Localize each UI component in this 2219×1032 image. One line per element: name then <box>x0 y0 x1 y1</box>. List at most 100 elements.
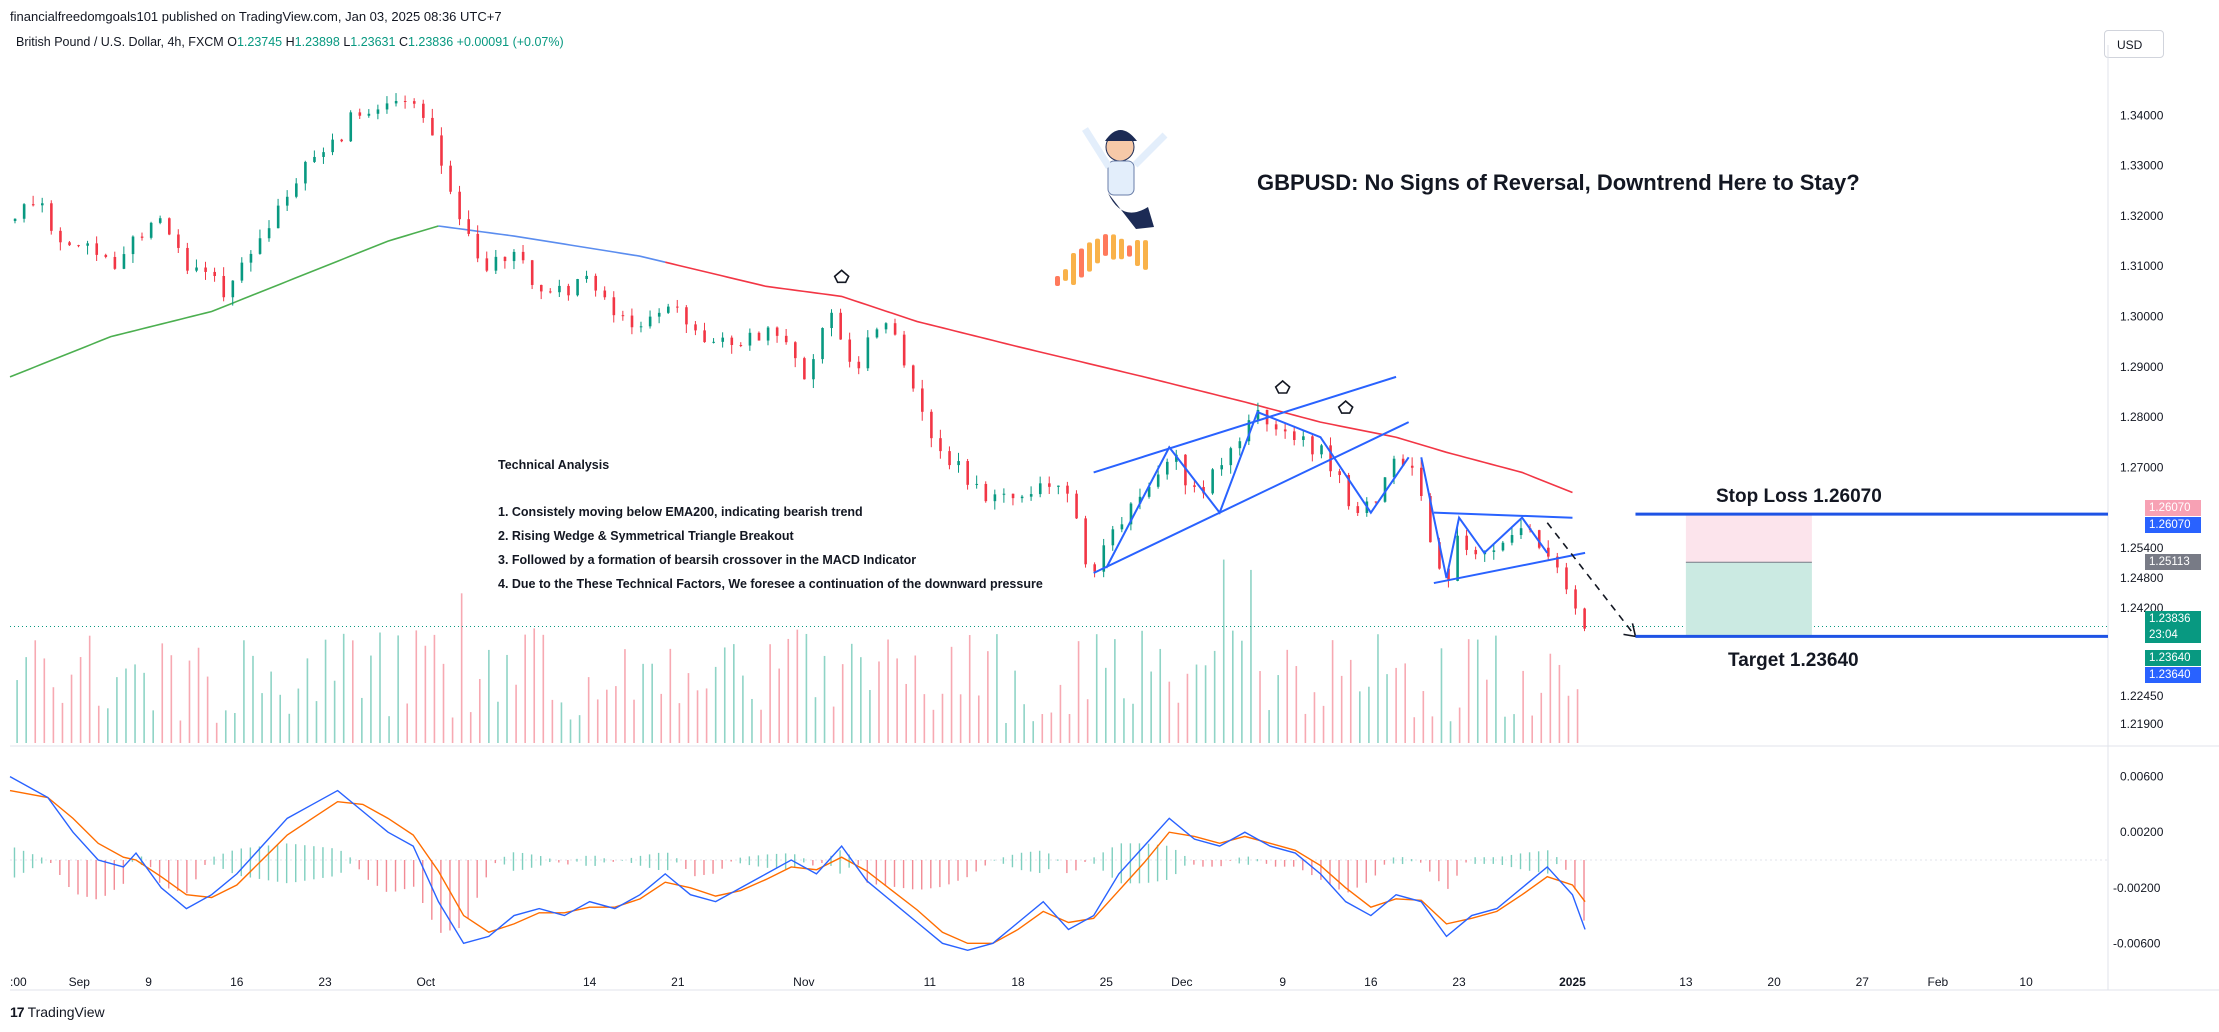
volume-bar <box>16 680 18 743</box>
candle-body <box>313 156 316 162</box>
price-tag: 1.23836 <box>2145 610 2201 627</box>
macd-histogram-bar <box>612 860 614 862</box>
symbol-name[interactable]: British Pound / U.S. Dollar, 4h, FXCM <box>16 35 224 49</box>
volume-bar <box>397 635 399 743</box>
volume-bar <box>1150 671 1152 743</box>
macd-histogram-bar <box>1020 852 1023 871</box>
macd-histogram-bar <box>1456 860 1458 876</box>
candle-body <box>267 228 271 239</box>
price-tag: 1.25113 <box>2145 554 2201 571</box>
macd-histogram-bar <box>1356 860 1358 888</box>
volume-bar <box>43 658 46 743</box>
time-tick-label: Dec <box>1171 975 1192 989</box>
volume-bar <box>587 677 590 743</box>
volume-bar <box>1504 716 1506 743</box>
macd-histogram-bar <box>730 860 732 862</box>
macd-histogram-bar <box>1392 857 1395 864</box>
macd-histogram-bar <box>966 860 968 878</box>
macd-histogram-bar <box>1011 854 1014 868</box>
candle-body <box>1048 483 1051 487</box>
macd-histogram-bar <box>295 844 297 883</box>
macd-histogram-bar <box>349 857 351 864</box>
volume-bar <box>70 674 73 743</box>
ta-point-2: 2. Rising Wedge & Symmetrical Triangle B… <box>498 529 794 543</box>
volume-bar <box>61 702 64 743</box>
macd-histogram-bar <box>131 858 134 862</box>
candle-body <box>875 329 879 338</box>
volume-bar <box>624 649 626 743</box>
macd-tick-label: 0.00200 <box>2120 825 2164 839</box>
candle-body <box>975 483 979 485</box>
macd-histogram-bar <box>657 852 660 870</box>
macd-histogram-bar <box>1374 860 1377 876</box>
volume-bar <box>143 672 145 743</box>
macd-histogram-bar <box>1420 860 1422 863</box>
chart-title: GBPUSD: No Signs of Reversal, Downtrend … <box>1257 170 1860 195</box>
candle-body <box>222 276 226 298</box>
time-tick-label: 16 <box>230 975 244 989</box>
currency-button[interactable]: USD <box>2104 30 2164 58</box>
macd-histogram-bar <box>222 853 224 869</box>
candle-body <box>1347 475 1351 507</box>
candle-body <box>240 262 244 281</box>
candle-body <box>530 260 534 285</box>
macd-histogram-bar <box>86 860 88 897</box>
price-tag: 23:04 <box>2145 626 2201 643</box>
macd-histogram-bar <box>1265 860 1268 864</box>
candle-body <box>1420 467 1423 496</box>
mascot-candle <box>1079 248 1084 278</box>
volume-bar <box>1522 670 1524 743</box>
macd-histogram-bar <box>739 857 741 864</box>
macd-histogram-bar <box>948 860 950 885</box>
candle-body <box>812 359 815 380</box>
close-value: 1.23836 <box>407 35 454 49</box>
volume-bar <box>224 710 227 743</box>
volume-bar <box>1313 692 1316 743</box>
volume-bar <box>1431 716 1434 743</box>
candle-body <box>1147 486 1151 497</box>
time-tick-label: Nov <box>793 975 814 989</box>
volume-bar <box>1440 648 1443 743</box>
macd-histogram-bar <box>22 850 25 873</box>
candle-body <box>576 279 579 296</box>
volume-bar <box>1540 692 1543 743</box>
open-value: 1.23745 <box>236 35 283 49</box>
volume-bar <box>1304 713 1307 743</box>
macd-histogram-bar <box>1175 849 1177 875</box>
macd-histogram-bar <box>1193 860 1195 865</box>
macd-histogram-bar <box>1002 857 1005 864</box>
price-tick-label: 1.21900 <box>2120 717 2164 731</box>
candle-body <box>86 243 89 246</box>
macd-histogram-bar <box>1129 843 1132 884</box>
candle-body <box>467 219 471 234</box>
volume-bar <box>288 713 291 743</box>
volume-bar <box>1014 670 1016 743</box>
candle-body <box>512 251 516 262</box>
volume-bar <box>1177 702 1180 743</box>
macd-histogram-bar <box>422 860 424 903</box>
candle-body <box>349 112 353 142</box>
candle-body <box>794 342 797 359</box>
volume-bar <box>778 668 780 743</box>
candle-body <box>1020 496 1024 499</box>
volume-bar <box>678 703 681 743</box>
candle-body <box>1156 474 1160 487</box>
volume-bar <box>1531 715 1533 743</box>
price-tick-label: 1.30000 <box>2120 310 2164 324</box>
macd-histogram-bar <box>1338 860 1340 890</box>
macd-histogram-bar <box>249 847 252 878</box>
macd-histogram-bar <box>1501 856 1504 865</box>
triangle-upper <box>1433 511 1573 519</box>
stop-zone <box>1685 514 1812 563</box>
candle-body <box>412 101 416 104</box>
volume-bar <box>551 699 554 743</box>
time-tick-label: 18 <box>1011 975 1025 989</box>
candle-body <box>1410 465 1414 468</box>
candle-body <box>1465 535 1468 550</box>
volume-bar <box>451 717 454 743</box>
volume-bar <box>261 693 263 743</box>
tradingview-logo[interactable]: 17 TradingView <box>10 1004 105 1020</box>
volume-bar <box>1277 675 1279 743</box>
time-tick-label: 14 <box>583 975 597 989</box>
